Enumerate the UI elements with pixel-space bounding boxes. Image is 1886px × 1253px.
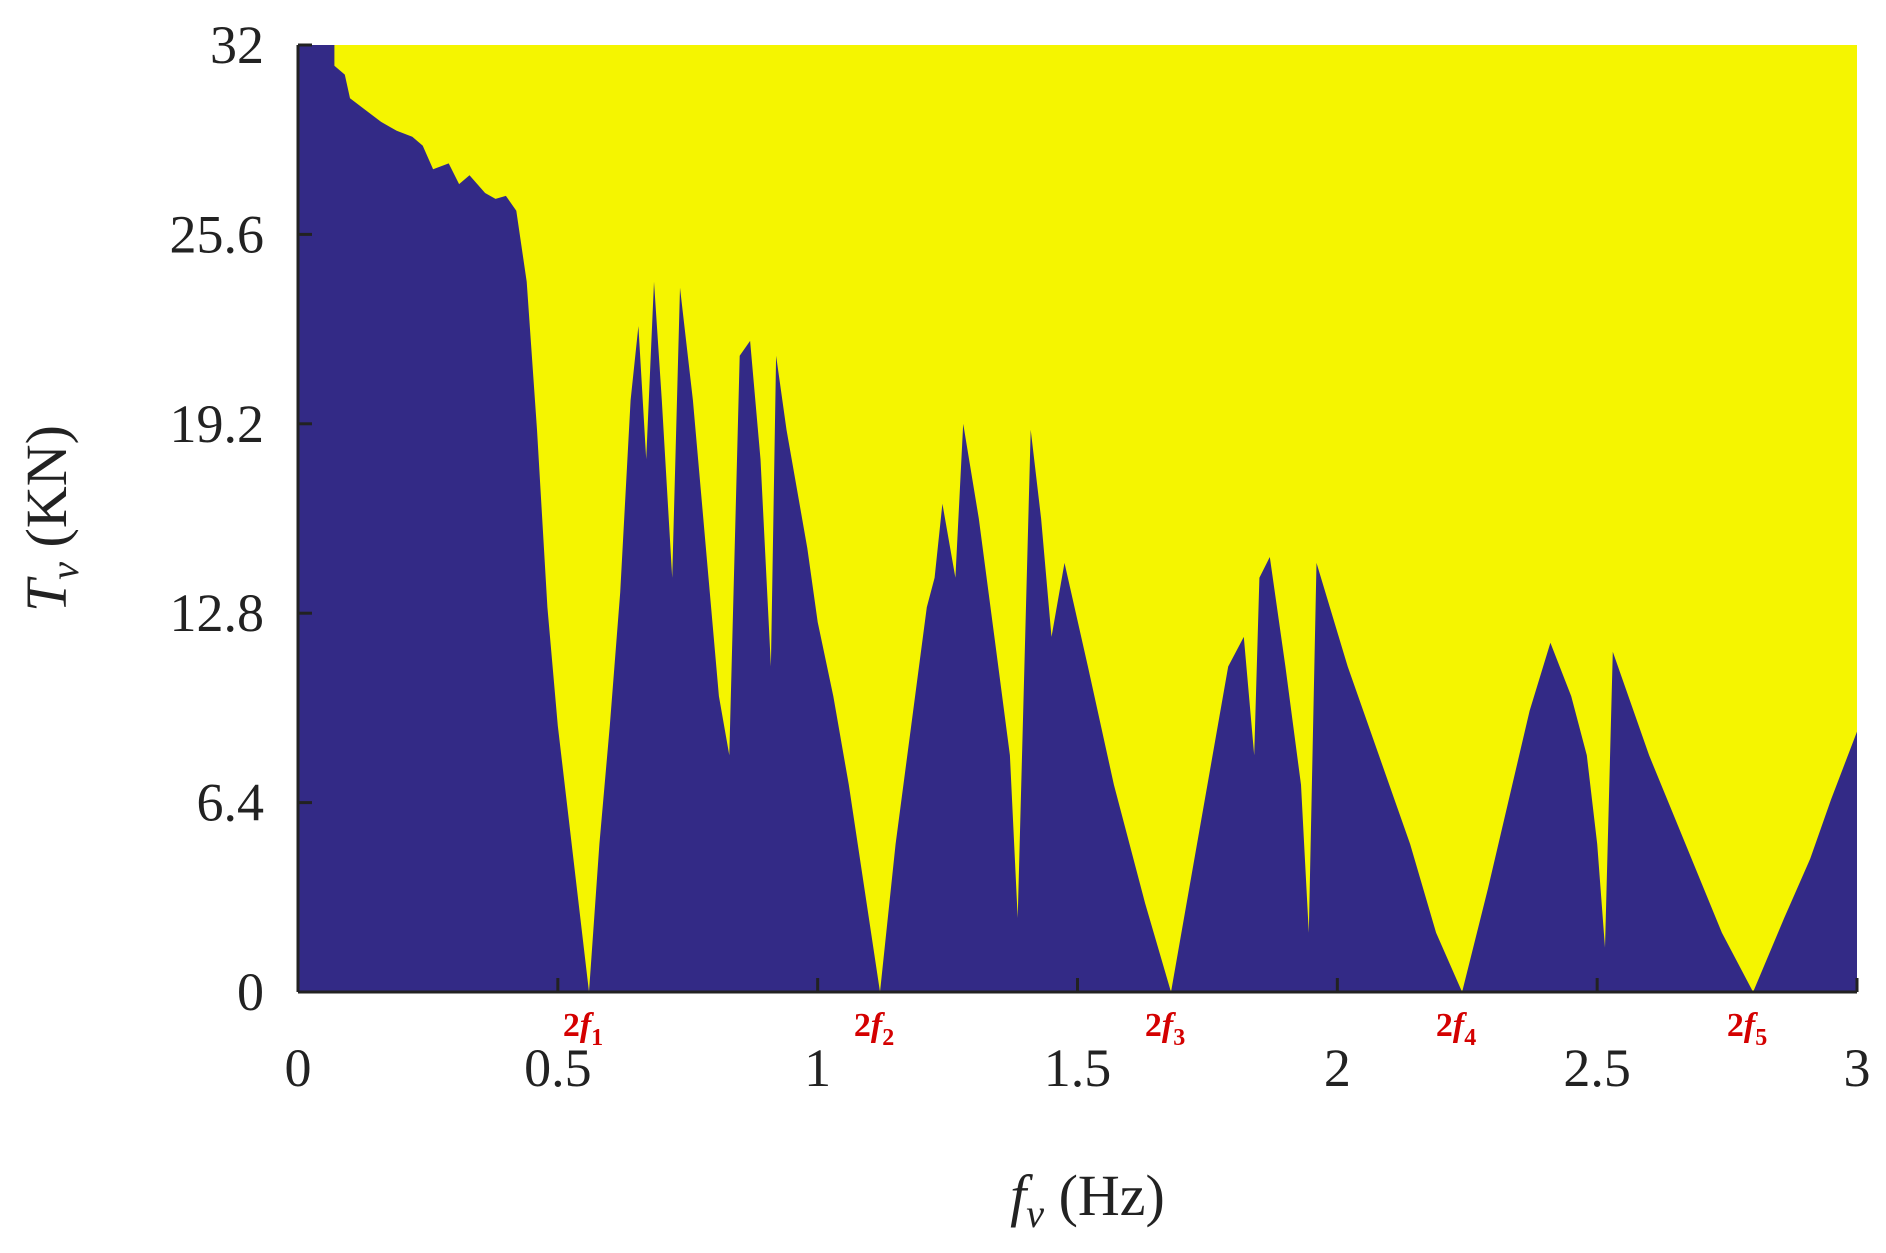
resonance-marker-label: 2f3: [1145, 1007, 1185, 1051]
resonance-marker-label: 2f2: [854, 1007, 894, 1051]
x-axis-label: fv (Hz): [1010, 1163, 1165, 1236]
x-tick-label: 0: [285, 1038, 312, 1098]
y-tick-label: 32: [210, 15, 264, 75]
axes: 0 0.5 1 1.5 2 2.5 3 0 6.4 12.8 19.2 25.6 32 fv (Hz) Tv…: [14, 15, 1871, 1236]
x-tick-label: 2: [1324, 1038, 1351, 1098]
y-tick-label: 12.8: [170, 583, 265, 643]
resonance-markers: 2f1 2f2 2f3 2f4 2f5: [563, 1007, 1767, 1051]
x-tick-label: 1: [804, 1038, 831, 1098]
resonance-marker-label: 2f5: [1727, 1007, 1767, 1051]
x-tick-label: 3: [1844, 1038, 1871, 1098]
plot-area: [298, 45, 1857, 992]
y-tick-label: 25.6: [170, 204, 265, 264]
x-tick-label: 1.5: [1044, 1038, 1112, 1098]
x-tick-label: 0.5: [524, 1038, 592, 1098]
y-axis-label: Tv (KN): [14, 425, 87, 612]
y-tick-label: 19.2: [170, 394, 265, 454]
y-tick-label: 6.4: [197, 773, 265, 833]
x-tick-label: 2.5: [1563, 1038, 1631, 1098]
resonance-marker-label: 2f1: [563, 1007, 603, 1051]
resonance-marker-label: 2f4: [1436, 1007, 1476, 1051]
y-tick-label: 0: [237, 962, 264, 1022]
unstable-region: [298, 45, 1857, 992]
